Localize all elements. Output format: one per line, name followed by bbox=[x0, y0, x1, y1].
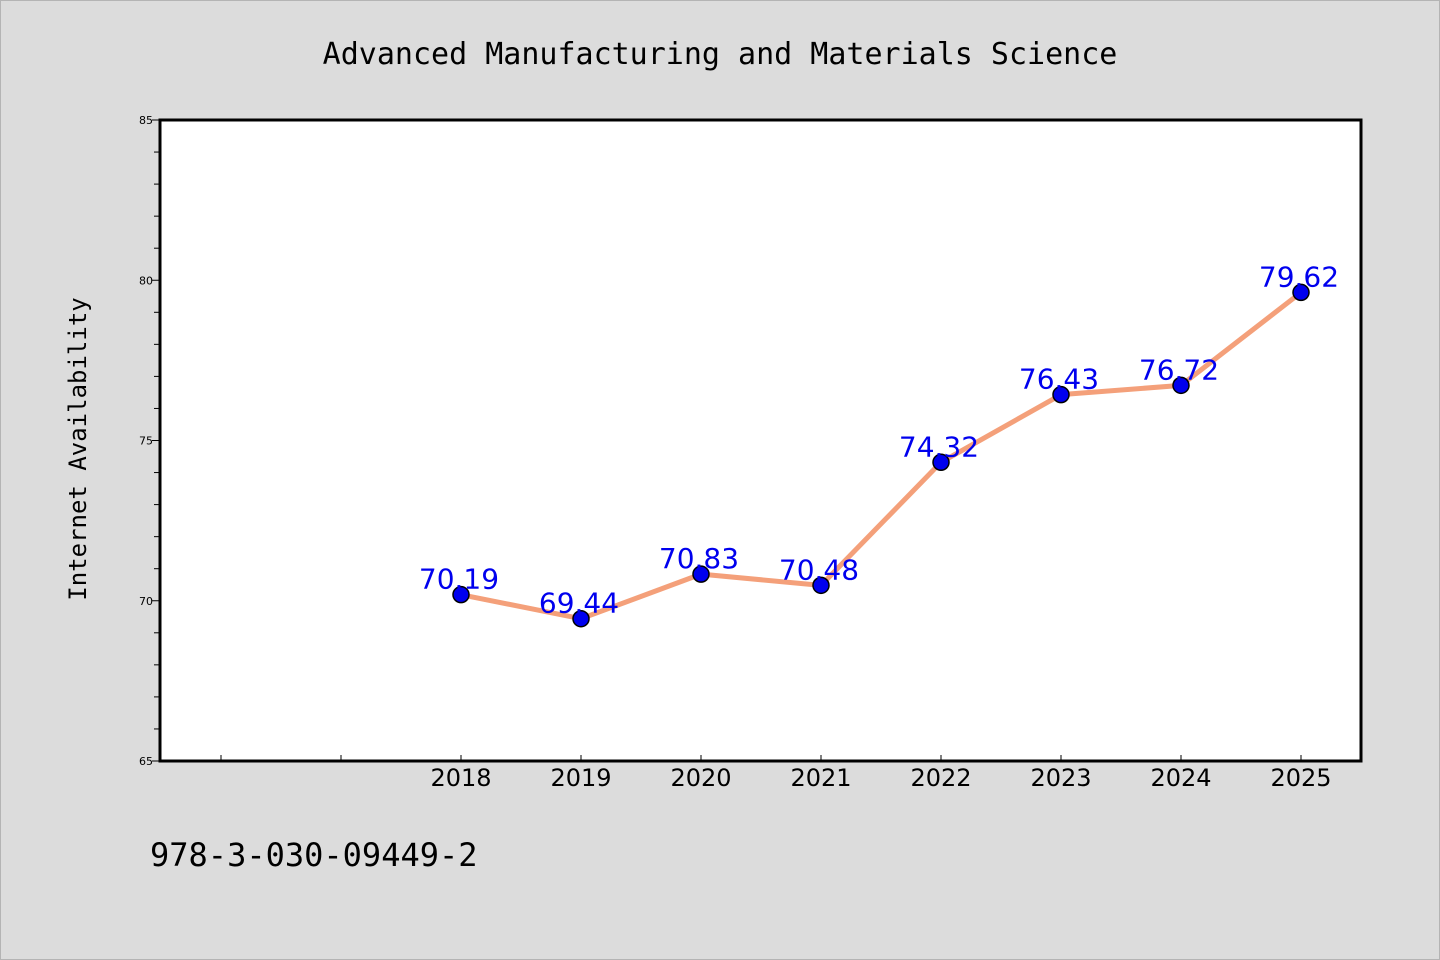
data-label: 70.83 bbox=[659, 542, 739, 575]
chart-title: Advanced Manufacturing and Materials Sci… bbox=[323, 37, 1118, 72]
y-tick-label: 65 bbox=[139, 755, 153, 768]
x-tick-label: 2018 bbox=[430, 764, 491, 792]
data-label: 69.44 bbox=[539, 587, 619, 620]
data-point bbox=[812, 576, 830, 595]
data-label: 76.43 bbox=[1019, 363, 1099, 396]
x-tick-label: 2021 bbox=[790, 764, 851, 792]
data-point bbox=[452, 585, 470, 604]
x-tick-label: 2020 bbox=[670, 764, 731, 792]
x-tick-label: 2019 bbox=[550, 764, 611, 792]
data-point bbox=[692, 565, 710, 583]
data-label: 70.48 bbox=[779, 553, 859, 586]
y-tick-label: 85 bbox=[139, 114, 153, 127]
x-tick-label: 2024 bbox=[1150, 764, 1211, 792]
x-axis: 2018 2019 2020 2021 2022 2023 2024 2025 bbox=[220, 755, 1332, 792]
data-label: 74.32 bbox=[899, 430, 979, 463]
data-label: 70.19 bbox=[419, 563, 499, 596]
data-label: 76.72 bbox=[1139, 353, 1219, 386]
data-point bbox=[1292, 283, 1310, 302]
y-axis: 65 70 75 80 85 bbox=[139, 114, 160, 768]
data-point bbox=[932, 453, 950, 472]
y-tick-label: 75 bbox=[139, 435, 153, 448]
x-tick-label: 2022 bbox=[910, 764, 971, 792]
data-point bbox=[1052, 385, 1070, 404]
data-label: 79.62 bbox=[1259, 260, 1339, 293]
series-layer: 70.19 69.44 70.83 70.48 74.32 76.43 76.72 79.62 bbox=[419, 260, 1339, 628]
plot-area bbox=[158, 118, 1363, 763]
x-tick-label: 2025 bbox=[1270, 764, 1331, 792]
y-axis-label: Internet Availability bbox=[64, 297, 92, 600]
data-point bbox=[572, 609, 590, 628]
series-line bbox=[458, 289, 1304, 622]
data-point bbox=[1172, 376, 1190, 395]
y-tick-label: 80 bbox=[139, 274, 153, 287]
y-tick-label: 70 bbox=[139, 595, 153, 608]
isbn-text: 978-3-030-09449-2 bbox=[150, 836, 478, 874]
x-tick-label: 2023 bbox=[1030, 764, 1091, 792]
